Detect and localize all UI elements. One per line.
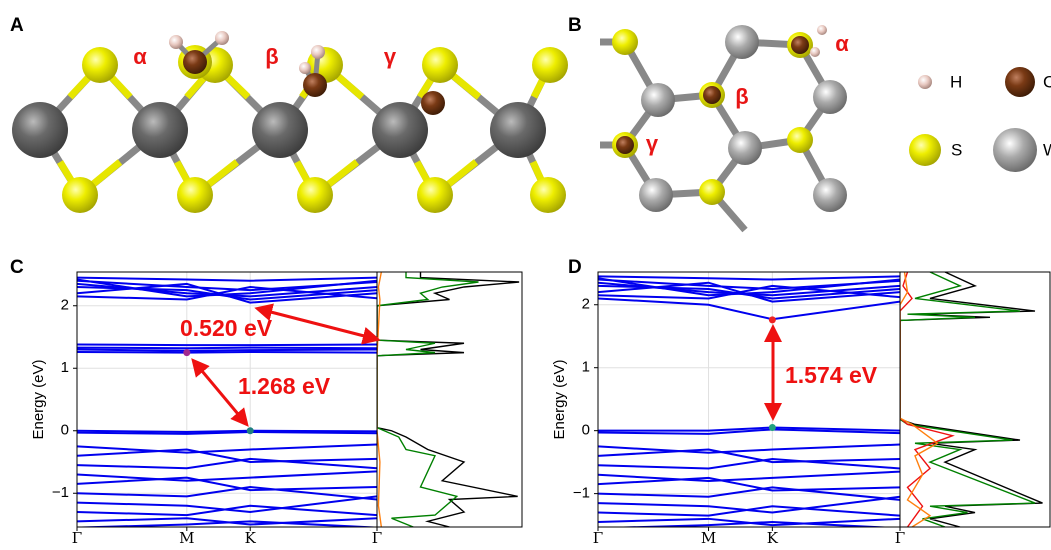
band-line — [598, 519, 900, 525]
annotation: 1.268 eV — [238, 373, 331, 399]
legend-label: H — [950, 72, 962, 91]
y-tick-label: −1 — [573, 485, 590, 502]
band-line — [77, 432, 377, 434]
band-line — [598, 445, 900, 453]
dos-line — [900, 272, 953, 527]
arrow — [197, 365, 243, 420]
band-line — [77, 518, 377, 524]
panel-label: A — [10, 15, 24, 36]
marker — [769, 316, 776, 323]
atoms — [12, 31, 568, 213]
dos — [377, 272, 519, 527]
figure: A α β γ B β γ α H C S W C Energy (eV) −1 0 1… — [0, 0, 1051, 545]
dos-line — [900, 272, 938, 527]
arrow — [263, 310, 372, 338]
x-tick-label: Γ — [72, 529, 82, 545]
x-tick-label: Γ — [372, 529, 382, 545]
band-line — [77, 445, 377, 453]
band-line — [598, 276, 900, 279]
dos — [900, 272, 1043, 527]
y-tick-label: 2 — [61, 297, 69, 314]
panel-b: B β γ α H C S W — [568, 15, 1051, 230]
site-label: γ — [646, 131, 659, 156]
y-tick-label: 0 — [61, 422, 69, 439]
band-line — [598, 472, 900, 481]
site-label: α — [133, 44, 147, 69]
panel-a: A α β γ — [10, 15, 568, 213]
dos-line — [900, 272, 1035, 527]
site-label: β — [735, 84, 748, 109]
legend-label: C — [1043, 72, 1051, 91]
y-tick-label: 1 — [61, 359, 69, 376]
bands — [598, 276, 900, 528]
band-line — [77, 345, 377, 346]
panel-label: B — [568, 15, 582, 36]
site-label: γ — [384, 44, 397, 69]
panel-label: D — [568, 257, 582, 278]
y-tick-label: −1 — [52, 484, 69, 501]
x-tick-label: M — [179, 529, 194, 545]
y-tick-label: 2 — [582, 296, 590, 313]
marker — [183, 349, 190, 356]
marker — [247, 427, 254, 434]
band-line — [77, 350, 377, 351]
dos-line — [377, 272, 519, 527]
marker — [769, 424, 776, 431]
x-tick-label: Γ — [593, 529, 603, 545]
x-tick-label: K — [245, 529, 257, 545]
band-line — [77, 352, 377, 353]
dos-frame — [377, 272, 522, 527]
legend-label: S — [951, 140, 962, 159]
x-tick-label: K — [767, 529, 779, 545]
charts: C Energy (eV) −1 0 1 2 Γ M K Γ 0.520 eV 1.268 eV D En… — [10, 257, 1050, 545]
site-label: α — [835, 31, 849, 56]
panel-label: C — [10, 257, 24, 278]
site-label: β — [265, 44, 278, 69]
band-line — [77, 278, 377, 281]
band-line — [598, 298, 900, 319]
y-tick-label: 0 — [582, 422, 590, 439]
y-axis-label: Energy (eV) — [30, 359, 47, 439]
x-tick-label: Γ — [895, 529, 905, 545]
band-line — [77, 471, 377, 480]
dos-line — [377, 272, 479, 527]
x-tick-label: M — [701, 529, 716, 545]
y-tick-label: 1 — [582, 359, 590, 376]
band-line — [77, 348, 377, 349]
annotation: 0.520 eV — [180, 315, 273, 341]
legend-label: W — [1043, 140, 1051, 159]
annotation: 1.574 eV — [785, 362, 878, 388]
y-axis-label: Energy (eV) — [551, 359, 568, 439]
dos-line — [900, 272, 1043, 527]
